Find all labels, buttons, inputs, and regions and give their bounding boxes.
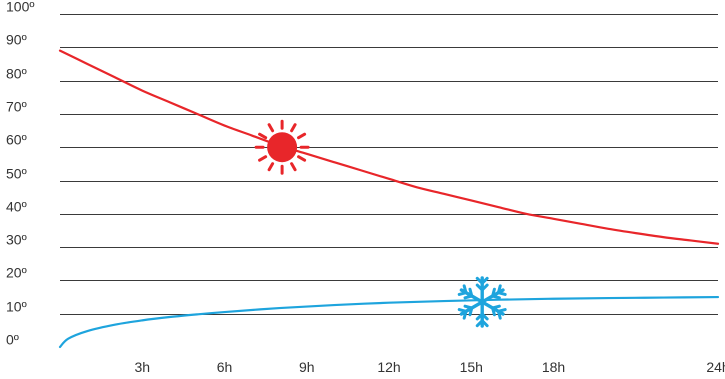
y-tick-label: 0º <box>6 332 19 348</box>
y-tick-label: 10º <box>6 299 27 315</box>
y-tick-label: 50º <box>6 166 27 182</box>
x-axis-ticks: 3h 6h 9h 12h 15h 18h 24h <box>134 359 725 375</box>
y-tick-label: 70º <box>6 99 27 115</box>
y-tick-label: 20º <box>6 265 27 281</box>
x-tick-label: 24h <box>706 359 725 375</box>
y-tick-label: 100º <box>6 0 34 15</box>
y-tick-label: 60º <box>6 132 27 148</box>
x-tick-label: 12h <box>377 359 400 375</box>
series-line-0 <box>58 49 720 245</box>
sun-icon <box>254 119 310 175</box>
snowflake-icon <box>457 276 507 328</box>
y-axis-ticks: 0º 10º 20º 30º 40º 50º 60º 70º 80º 90º 100º <box>6 0 34 348</box>
x-tick-label: 3h <box>134 359 150 375</box>
y-tick-label: 80º <box>6 66 27 82</box>
y-tick-label: 90º <box>6 32 27 48</box>
series-icons <box>254 119 507 328</box>
x-tick-label: 9h <box>299 359 315 375</box>
x-tick-label: 18h <box>542 359 565 375</box>
series-line-1 <box>58 295 720 349</box>
gridlines <box>60 14 718 315</box>
series-lines <box>58 49 720 349</box>
x-tick-label: 6h <box>217 359 233 375</box>
y-tick-label: 40º <box>6 199 27 215</box>
x-tick-label: 15h <box>460 359 483 375</box>
y-tick-label: 30º <box>6 232 27 248</box>
